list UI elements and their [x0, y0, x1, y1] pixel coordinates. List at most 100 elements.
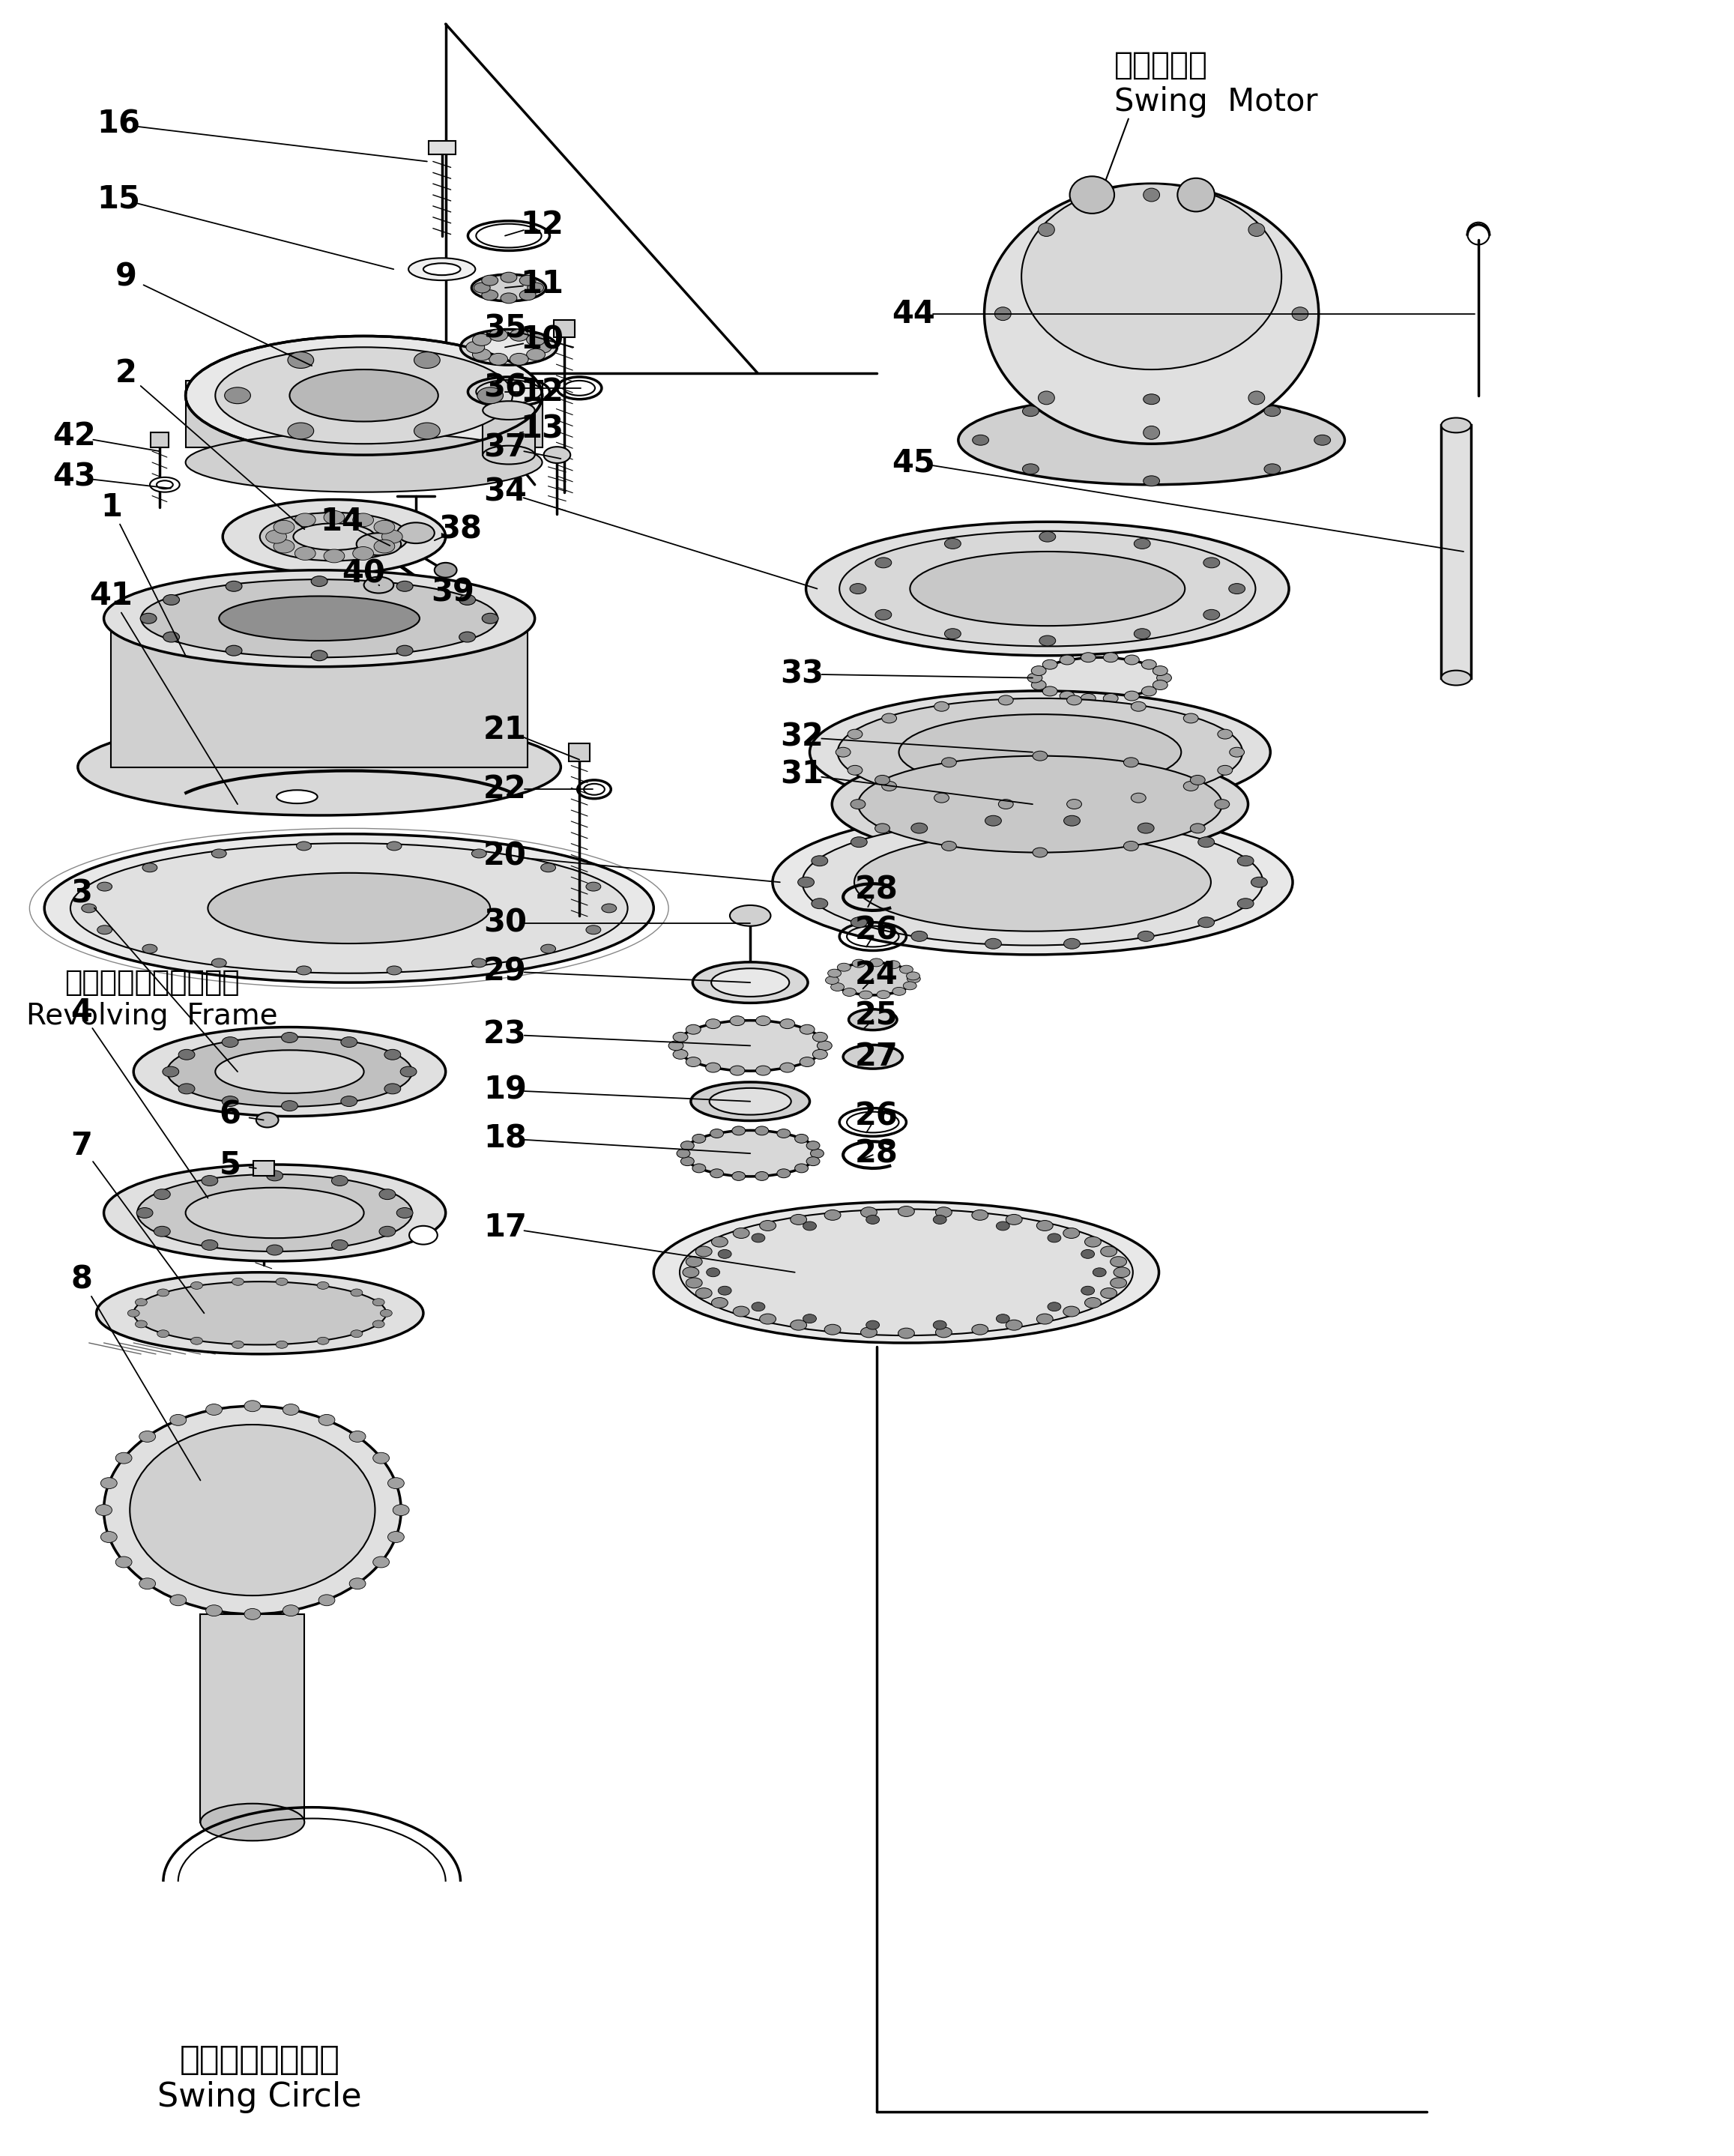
Ellipse shape	[104, 1164, 446, 1261]
Ellipse shape	[1080, 1287, 1094, 1296]
Ellipse shape	[274, 539, 295, 554]
Ellipse shape	[139, 1432, 156, 1442]
Ellipse shape	[735, 975, 765, 990]
Ellipse shape	[1085, 1298, 1101, 1309]
Text: Swing  Motor: Swing Motor	[1115, 86, 1318, 119]
Ellipse shape	[166, 1037, 413, 1106]
Ellipse shape	[1080, 653, 1096, 662]
Bar	[1441, 425, 1470, 677]
Text: 31: 31	[780, 759, 824, 791]
Ellipse shape	[586, 882, 600, 890]
Ellipse shape	[297, 966, 312, 975]
Ellipse shape	[319, 1595, 335, 1606]
Ellipse shape	[510, 330, 529, 341]
Ellipse shape	[999, 696, 1013, 705]
Ellipse shape	[1039, 533, 1056, 541]
Ellipse shape	[154, 1227, 170, 1238]
Ellipse shape	[387, 841, 402, 849]
Ellipse shape	[711, 968, 789, 996]
Ellipse shape	[1039, 222, 1054, 237]
Ellipse shape	[489, 354, 508, 364]
Text: 12: 12	[520, 375, 564, 407]
Ellipse shape	[1124, 841, 1139, 852]
Ellipse shape	[142, 862, 158, 871]
Ellipse shape	[1138, 824, 1155, 834]
Text: 21: 21	[484, 714, 527, 746]
Text: 8: 8	[71, 1263, 92, 1296]
Text: 26: 26	[855, 1100, 898, 1132]
Ellipse shape	[1217, 765, 1233, 774]
Ellipse shape	[876, 610, 891, 621]
Bar	[555, 319, 576, 338]
Ellipse shape	[244, 1401, 260, 1412]
Ellipse shape	[101, 1477, 118, 1490]
Ellipse shape	[482, 612, 498, 623]
Ellipse shape	[1131, 701, 1146, 711]
Ellipse shape	[350, 1289, 362, 1296]
Ellipse shape	[489, 330, 508, 341]
Text: 23: 23	[484, 1020, 527, 1050]
Text: 20: 20	[484, 841, 527, 871]
Ellipse shape	[388, 1477, 404, 1490]
Ellipse shape	[1124, 757, 1139, 768]
Ellipse shape	[836, 748, 851, 757]
Ellipse shape	[472, 334, 546, 360]
Ellipse shape	[414, 423, 440, 440]
Ellipse shape	[163, 632, 180, 642]
Ellipse shape	[222, 1037, 238, 1048]
Ellipse shape	[331, 1240, 349, 1250]
Ellipse shape	[134, 1281, 387, 1345]
Ellipse shape	[385, 1084, 401, 1093]
Ellipse shape	[267, 1171, 283, 1181]
Ellipse shape	[1032, 750, 1047, 761]
Ellipse shape	[586, 925, 600, 934]
Text: 11: 11	[520, 267, 564, 300]
Ellipse shape	[191, 1283, 203, 1289]
Ellipse shape	[387, 966, 402, 975]
Ellipse shape	[959, 395, 1344, 485]
Ellipse shape	[832, 748, 1248, 860]
Ellipse shape	[1066, 800, 1082, 808]
Ellipse shape	[813, 1050, 827, 1059]
Ellipse shape	[669, 1041, 683, 1050]
Ellipse shape	[676, 1149, 690, 1158]
Ellipse shape	[791, 1319, 806, 1330]
Ellipse shape	[293, 524, 375, 550]
Ellipse shape	[350, 1330, 362, 1337]
Ellipse shape	[813, 1033, 827, 1041]
Ellipse shape	[1203, 558, 1219, 567]
Ellipse shape	[733, 1229, 749, 1238]
Ellipse shape	[244, 1608, 260, 1619]
Ellipse shape	[225, 582, 243, 591]
Ellipse shape	[342, 1095, 357, 1106]
Text: 5: 5	[218, 1149, 241, 1179]
Ellipse shape	[602, 903, 617, 912]
Text: 15: 15	[97, 183, 140, 213]
Text: 旋回モータ: 旋回モータ	[1115, 50, 1209, 80]
Ellipse shape	[1113, 1268, 1131, 1279]
Ellipse shape	[375, 520, 395, 535]
Ellipse shape	[1063, 815, 1080, 826]
Ellipse shape	[1028, 673, 1042, 683]
Ellipse shape	[397, 522, 435, 543]
Ellipse shape	[810, 1149, 824, 1158]
Ellipse shape	[883, 780, 896, 791]
Ellipse shape	[1042, 660, 1058, 668]
Ellipse shape	[973, 436, 988, 446]
Ellipse shape	[409, 259, 475, 280]
Ellipse shape	[1134, 630, 1150, 638]
Ellipse shape	[206, 1404, 222, 1414]
Text: 39: 39	[432, 576, 475, 608]
Ellipse shape	[850, 584, 867, 593]
Ellipse shape	[1183, 780, 1198, 791]
Text: 32: 32	[780, 722, 824, 752]
Text: 16: 16	[97, 108, 140, 140]
Ellipse shape	[683, 1130, 817, 1177]
Ellipse shape	[876, 824, 890, 832]
Ellipse shape	[1217, 729, 1233, 740]
Ellipse shape	[128, 1309, 139, 1317]
Ellipse shape	[215, 347, 513, 444]
Text: 44: 44	[891, 298, 935, 330]
Ellipse shape	[1066, 696, 1082, 705]
Ellipse shape	[81, 903, 97, 912]
